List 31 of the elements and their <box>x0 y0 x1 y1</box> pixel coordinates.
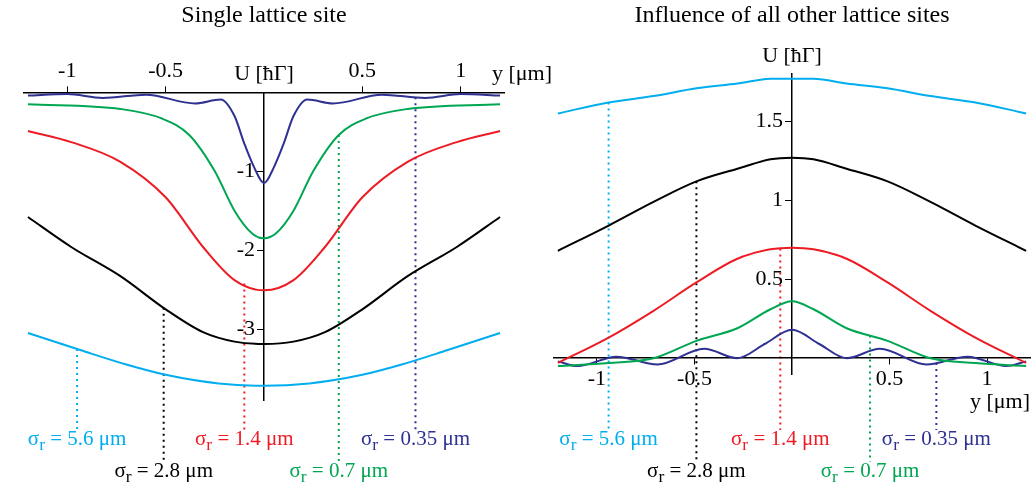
chart-title: Single lattice site <box>181 1 347 28</box>
text: σ$_{r}$ = 1.4 μm <box>195 426 294 457</box>
x-tick-label: 0.5 <box>348 56 377 82</box>
y-tick-label: -2 <box>236 235 255 261</box>
text: σ$_{r}$ = 5.6 μm <box>27 426 127 457</box>
annotation: σ$_{r}$ = 0.35 μm <box>881 426 991 457</box>
text: σ$_{r}$ = 5.6 μm <box>559 426 658 457</box>
line-series <box>556 300 1028 368</box>
y-axis-title: U [ħΓ] <box>762 42 822 67</box>
x-tick-label: 1 <box>455 56 467 82</box>
y-tick-label: 1 <box>772 186 783 212</box>
x-tick-label: -1 <box>587 365 607 391</box>
text: σ$_{r}$ = 1.4 μm <box>730 426 830 457</box>
x-tick-label: -1 <box>58 56 77 82</box>
y-tick-label: -1 <box>236 157 255 183</box>
x-axis-title: y [μm] <box>969 388 1030 414</box>
y-tick-label: 1.5 <box>755 107 783 133</box>
x-axis-title: y [μm] <box>492 60 553 86</box>
x-tick-label: -0.5 <box>677 365 712 391</box>
x-tick-label: 0.5 <box>875 365 904 391</box>
text: σ$_{r}$ = 0.7 μm <box>820 458 920 489</box>
y-tick-label: -3 <box>236 314 255 340</box>
y-axis-title: U [ħΓ] <box>234 60 294 86</box>
x-tick-label: -0.5 <box>148 56 184 82</box>
text: σ$_{r}$ = 0.35 μm <box>360 426 471 457</box>
y-tick-label: 0.5 <box>755 265 783 291</box>
x-tick-label: 1 <box>981 365 993 391</box>
text: σ$_{r}$ = 0.7 μm <box>289 458 389 489</box>
text: σ$_{r}$ = 2.8 μm <box>647 458 746 489</box>
chart-title: Influence of all other lattice sites <box>634 1 950 28</box>
text: σ$_{r}$ = 2.8 μm <box>114 458 213 489</box>
